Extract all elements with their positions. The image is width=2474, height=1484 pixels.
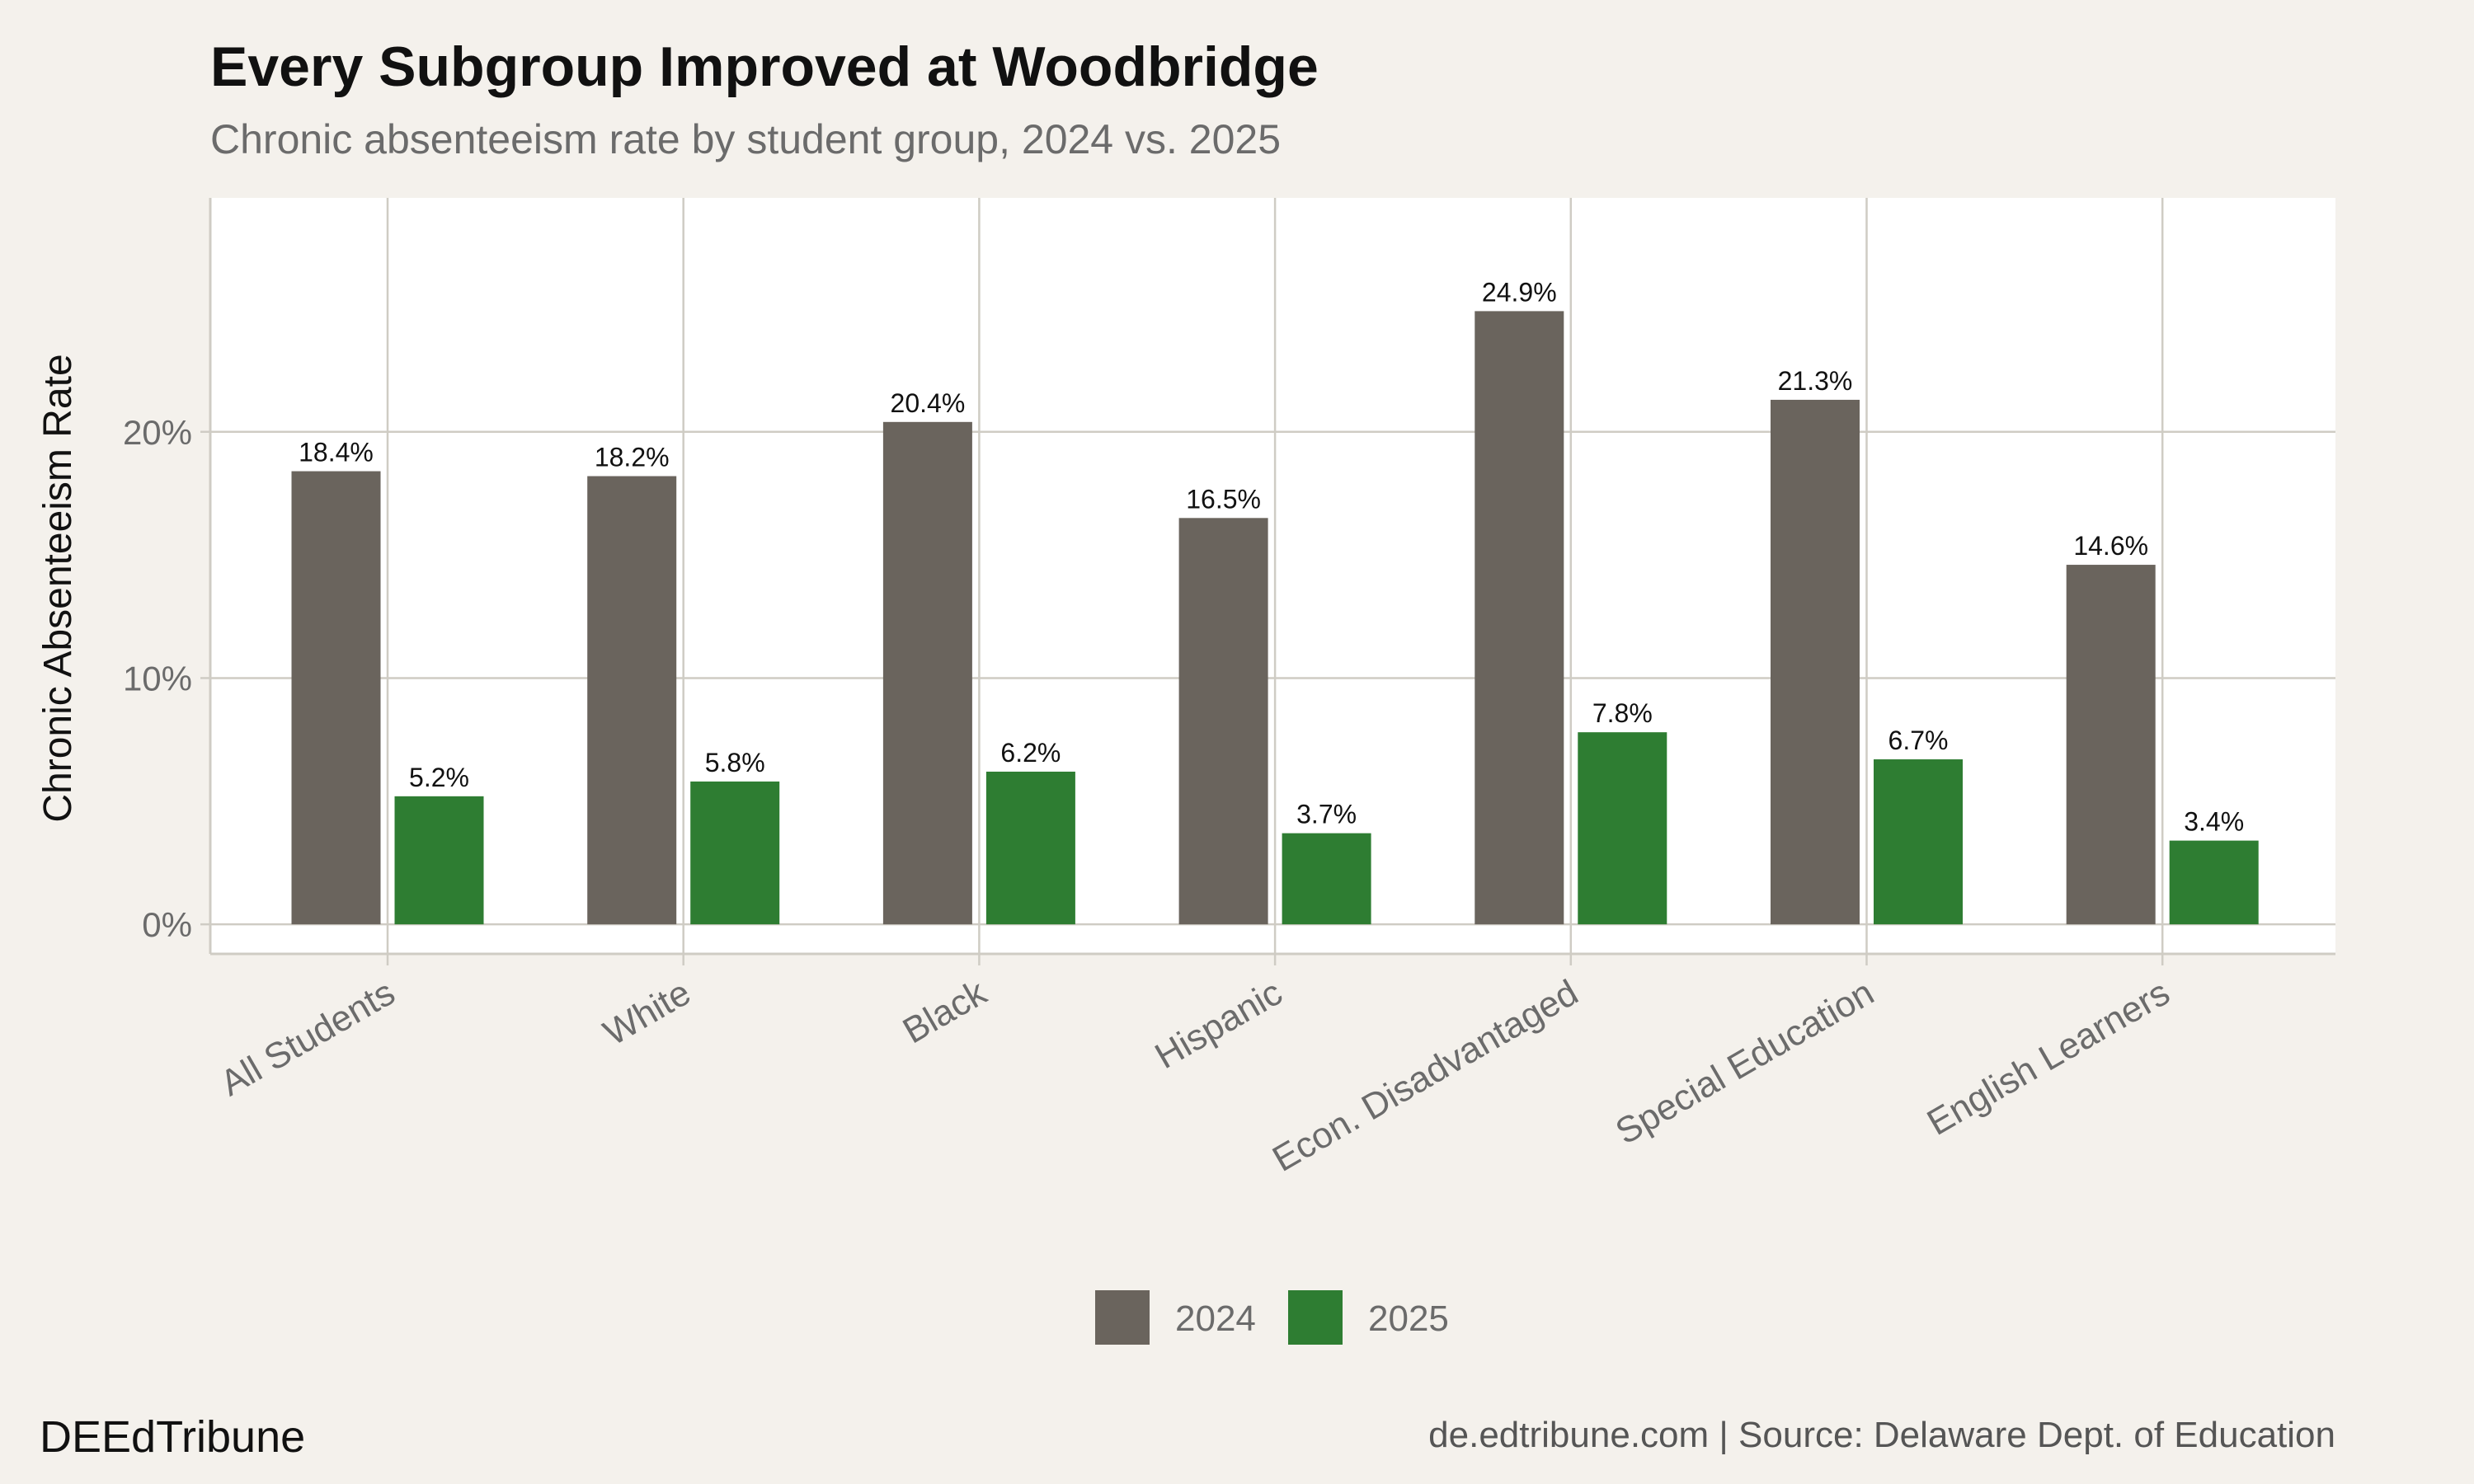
- bar-value-label: 6.2%: [1000, 738, 1061, 768]
- bar-value-label: 3.7%: [1296, 800, 1357, 829]
- legend-label-2025: 2025: [1368, 1298, 1449, 1339]
- bar-value-label: 5.8%: [705, 748, 765, 777]
- bar-value-label: 16.5%: [1186, 484, 1261, 514]
- bar-value-label: 20.4%: [891, 388, 966, 418]
- bar-value-label: 5.2%: [409, 763, 469, 792]
- x-tick-label: Hispanic: [1148, 972, 1289, 1077]
- bar-2025: [1874, 759, 1963, 925]
- bar-2024: [1475, 311, 1564, 925]
- bar-2024: [291, 471, 381, 925]
- bar-2025: [1282, 833, 1371, 925]
- legend-swatch-2024: [1095, 1290, 1150, 1345]
- bar-2025: [2169, 840, 2259, 925]
- legend-swatch-2025: [1288, 1290, 1343, 1345]
- y-tick-label: 0%: [142, 905, 192, 944]
- x-tick-label: Econ. Disadvantaged: [1266, 972, 1585, 1180]
- bar-value-label: 18.2%: [595, 443, 670, 472]
- x-tick-label: Special Education: [1609, 972, 1881, 1153]
- bar-2024: [2066, 565, 2156, 925]
- brand-logo-text: DEEdTribune: [40, 1412, 306, 1462]
- bar-2024: [882, 421, 972, 925]
- bar-value-label: 7.8%: [1592, 698, 1653, 728]
- bar-value-label: 14.6%: [2073, 531, 2148, 561]
- chart-subtitle: Chronic absenteeism rate by student grou…: [210, 116, 1282, 162]
- bar-2024: [1178, 518, 1268, 925]
- bar-2025: [1578, 732, 1667, 925]
- source-note: de.edtribune.com | Source: Delaware Dept…: [1428, 1415, 2335, 1455]
- bar-value-label: 18.4%: [299, 438, 374, 467]
- bar-2024: [587, 476, 677, 925]
- y-tick-label: 20%: [123, 413, 192, 452]
- bar-value-label: 21.3%: [1778, 366, 1853, 396]
- y-axis-title: Chronic Absenteeism Rate: [36, 354, 80, 822]
- x-tick-label: All Students: [214, 972, 402, 1104]
- bar-2025: [690, 781, 780, 925]
- bar-value-label: 24.9%: [1482, 277, 1557, 307]
- x-tick-label: Black: [896, 972, 995, 1052]
- y-tick-label: 10%: [123, 659, 192, 697]
- bar-value-label: 6.7%: [1888, 726, 1949, 755]
- x-tick-label: White: [597, 972, 698, 1054]
- chart-title: Every Subgroup Improved at Woodbridge: [210, 35, 1319, 98]
- bar-2024: [1771, 399, 1860, 925]
- bar-2025: [985, 771, 1075, 925]
- bar-2025: [394, 796, 484, 925]
- bar-value-label: 3.4%: [2184, 807, 2244, 837]
- legend-label-2024: 2024: [1175, 1298, 1256, 1339]
- x-tick-label: English Learners: [1921, 972, 2176, 1144]
- plot-panel: [210, 198, 2335, 954]
